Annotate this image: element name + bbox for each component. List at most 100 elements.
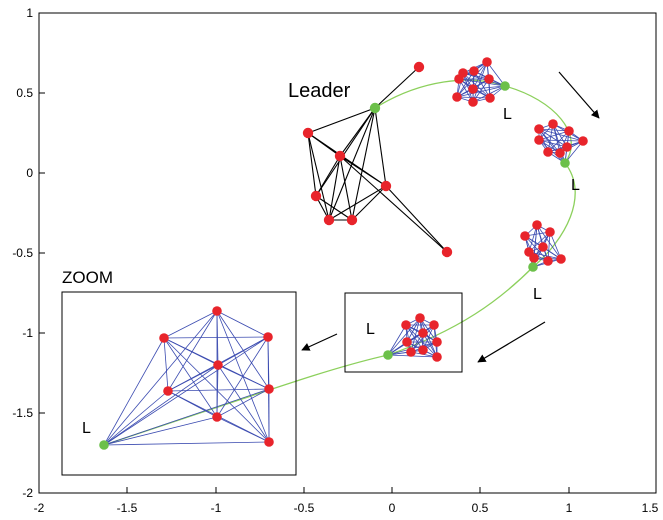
edge xyxy=(217,364,270,390)
edge xyxy=(405,324,438,358)
edge xyxy=(103,416,218,446)
x-tick-label: 0 xyxy=(389,501,396,515)
edge xyxy=(307,132,317,197)
leader-node xyxy=(560,158,570,168)
zoom-label: ZOOM xyxy=(62,268,113,287)
edge xyxy=(456,85,506,98)
edge xyxy=(351,107,376,221)
x-tick-label: -1.5 xyxy=(117,501,138,515)
edge xyxy=(339,155,387,187)
edge xyxy=(103,388,270,446)
agent-node xyxy=(538,242,548,252)
nodes xyxy=(99,57,588,450)
edge xyxy=(486,61,506,87)
x-tick-label: 1 xyxy=(566,501,573,515)
agent-node xyxy=(264,437,274,447)
zoom-box xyxy=(61,291,297,476)
edge xyxy=(387,317,421,356)
edge xyxy=(538,128,566,164)
agent-node xyxy=(482,57,492,67)
edge xyxy=(462,72,506,87)
edge xyxy=(163,310,218,339)
agent-node xyxy=(545,227,555,237)
agent-node xyxy=(334,150,346,162)
agent-node xyxy=(543,256,553,266)
agent-node xyxy=(441,246,453,258)
leader-node xyxy=(369,102,381,114)
x-tick-label: -2 xyxy=(34,501,45,515)
x-tick-label: -1 xyxy=(211,501,222,515)
agent-node xyxy=(555,148,565,158)
agent-node xyxy=(564,126,574,136)
edge xyxy=(528,251,562,260)
edge xyxy=(315,107,376,197)
leader-marker-label: L xyxy=(366,321,375,338)
agent-node xyxy=(413,61,425,73)
edge xyxy=(216,388,270,418)
agent-node xyxy=(159,333,169,343)
edge xyxy=(216,310,269,338)
edge xyxy=(472,85,506,90)
y-tick-label: 0.5 xyxy=(16,86,33,100)
edge xyxy=(528,231,551,253)
x-tick-label: 1.5 xyxy=(642,501,659,515)
edge xyxy=(167,388,270,392)
edge xyxy=(538,128,584,142)
initial-network-edges xyxy=(307,66,448,253)
agent-node xyxy=(323,214,335,226)
leader-marker-label: L xyxy=(82,420,91,437)
agent-node xyxy=(556,254,566,264)
edge xyxy=(103,390,169,446)
edge xyxy=(538,128,570,132)
agent-node xyxy=(529,253,539,263)
edge xyxy=(339,155,448,253)
motion-arrow-top-right xyxy=(558,71,600,119)
edge xyxy=(374,107,387,187)
agent-node xyxy=(402,337,412,347)
edge xyxy=(103,441,270,446)
agent-node xyxy=(401,320,411,330)
leader-marker-label: L xyxy=(571,177,580,194)
agent-node xyxy=(212,306,222,316)
edge xyxy=(163,337,218,418)
edge xyxy=(216,364,219,418)
agent-node xyxy=(263,332,273,342)
agent-node xyxy=(543,147,553,157)
leader-label: Leader xyxy=(288,80,351,102)
edge xyxy=(339,155,353,221)
y-tick-label: -1.5 xyxy=(12,406,33,420)
agent-node xyxy=(429,320,439,330)
agent-node xyxy=(458,68,468,78)
agent-node xyxy=(432,337,442,347)
edge xyxy=(462,72,474,103)
agent-node xyxy=(346,214,358,226)
agent-node xyxy=(302,127,314,139)
edge xyxy=(315,195,353,221)
edge xyxy=(328,155,341,221)
leader-trajectory xyxy=(103,79,576,446)
edge xyxy=(385,185,448,253)
edge xyxy=(549,231,562,260)
x-axis: -2 -1.5 -1 -0.5 0 0.5 1 1.5 xyxy=(34,487,659,515)
edge xyxy=(307,132,330,221)
edge xyxy=(328,185,387,221)
agent-node xyxy=(468,97,478,107)
edge xyxy=(473,70,491,99)
edge xyxy=(374,66,420,109)
edge xyxy=(524,235,549,262)
agent-node xyxy=(418,345,428,355)
edge xyxy=(410,317,421,353)
edge xyxy=(462,72,491,99)
edge xyxy=(163,336,269,339)
agent-node xyxy=(415,313,425,323)
agent-node xyxy=(548,119,558,129)
edge xyxy=(387,324,407,356)
edge xyxy=(103,310,218,446)
x-tick-label: 0.5 xyxy=(472,501,489,515)
edge xyxy=(419,317,438,343)
agent-node xyxy=(534,124,544,134)
leader-node xyxy=(500,81,510,91)
agent-node xyxy=(534,135,544,145)
